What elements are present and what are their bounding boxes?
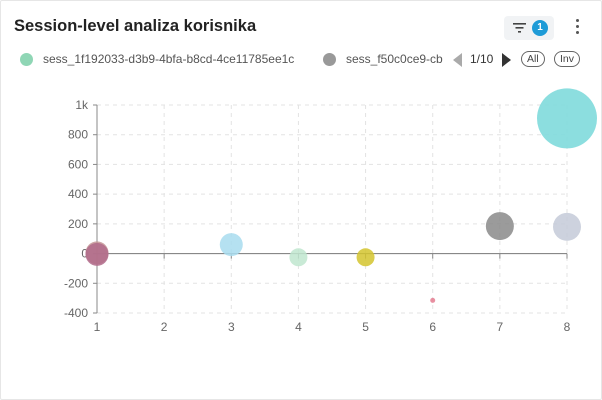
pager-page: 1/10: [470, 52, 494, 66]
pager-next-icon[interactable]: [502, 53, 511, 67]
y-tick-label: 600: [68, 157, 88, 171]
filter-button[interactable]: 1: [504, 16, 554, 40]
filter-icon: [513, 23, 526, 33]
data-point: [485, 212, 514, 241]
x-tick-label: 5: [362, 320, 369, 334]
x-tick-label: 7: [497, 320, 504, 334]
data-point: [537, 88, 597, 149]
filter-count-badge: 1: [532, 20, 548, 36]
more-options-icon[interactable]: [569, 17, 585, 39]
legend-label-1: sess_1f192033-d3b9-4bfa-b8cd-4ce11785ee1…: [43, 52, 295, 66]
select-all-button[interactable]: All: [521, 51, 545, 67]
data-point: [85, 242, 109, 266]
x-tick-label: 3: [228, 320, 235, 334]
data-point: [356, 248, 375, 267]
legend-dot-1: [20, 53, 33, 66]
chart-title: Session-level analiza korisnika: [14, 17, 257, 35]
x-tick-label: 1: [94, 320, 101, 334]
y-tick-label: 200: [68, 217, 88, 231]
legend-item-2[interactable]: sess_f50c0ce9-cb: [323, 50, 447, 70]
y-tick-label: 800: [68, 128, 88, 142]
y-tick-label: -200: [64, 276, 88, 290]
pager-prev-icon[interactable]: [453, 53, 462, 67]
y-tick-label: 0: [81, 247, 88, 261]
y-tick-label: 1k: [75, 98, 89, 112]
y-tick-label: -400: [64, 306, 88, 320]
data-point: [553, 212, 581, 241]
x-tick-label: 6: [429, 320, 436, 334]
data-point: [219, 233, 243, 257]
legend-label-2: sess_f50c0ce9-cb: [346, 52, 443, 66]
x-tick-label: 4: [295, 320, 302, 334]
data-point: [430, 297, 436, 303]
y-tick-label: 400: [68, 187, 88, 201]
data-point: [289, 248, 308, 267]
legend-dot-2: [323, 53, 336, 66]
x-tick-label: 2: [161, 320, 168, 334]
x-tick-label: 8: [564, 320, 571, 334]
legend-item-1[interactable]: sess_1f192033-d3b9-4bfa-b8cd-4ce11785ee1…: [20, 50, 320, 70]
inverse-selection-button[interactable]: Inv: [554, 51, 581, 67]
